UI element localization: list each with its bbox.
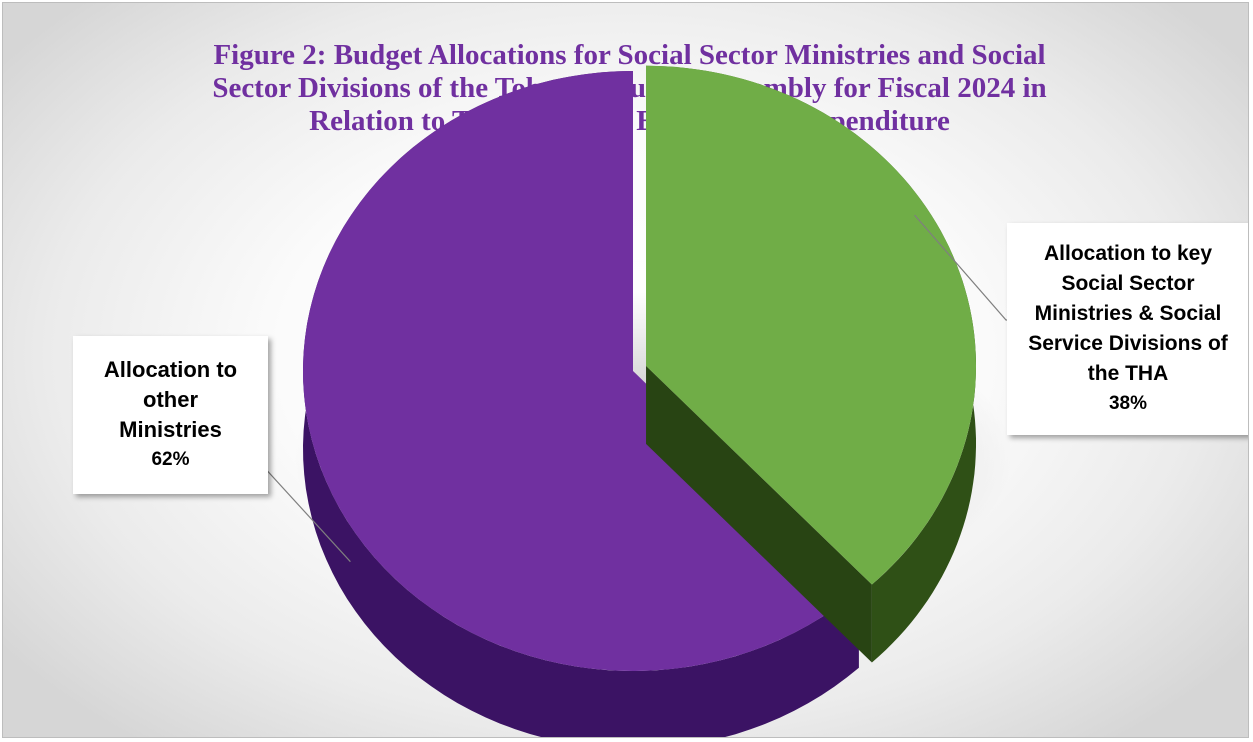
- label-other-line-3: Ministries: [119, 417, 222, 442]
- label-key-line-5: the THA: [1087, 362, 1169, 385]
- label-key-line-3: Ministries & Social: [1034, 302, 1222, 325]
- label-key-percent: 38%: [1108, 393, 1148, 414]
- data-label-social-sector: Allocation to key Social Sector Ministri…: [1007, 223, 1248, 435]
- data-label-other-ministries: Allocation to other Ministries 62%: [73, 336, 268, 494]
- pie-slice-face-social-sector: [646, 365, 872, 663]
- label-other-line-1: Allocation to: [103, 357, 238, 382]
- pie-slice-social-sector: [646, 65, 977, 585]
- label-key-line-2: Social Sector: [1061, 272, 1195, 295]
- pie-chart: [232, 65, 1017, 737]
- chart-title-line-1: Figure 2: Budget Allocations for Social …: [213, 39, 1046, 71]
- label-key-line-4: Service Divisions of: [1028, 332, 1228, 355]
- pie-slice-other-ministries: [303, 71, 859, 672]
- label-other-line-2: other: [143, 387, 198, 412]
- label-key-line-1: Allocation to key: [1043, 242, 1213, 265]
- label-other-percent: 62%: [151, 449, 190, 470]
- pie-slice-side-other-ministries: [303, 71, 859, 737]
